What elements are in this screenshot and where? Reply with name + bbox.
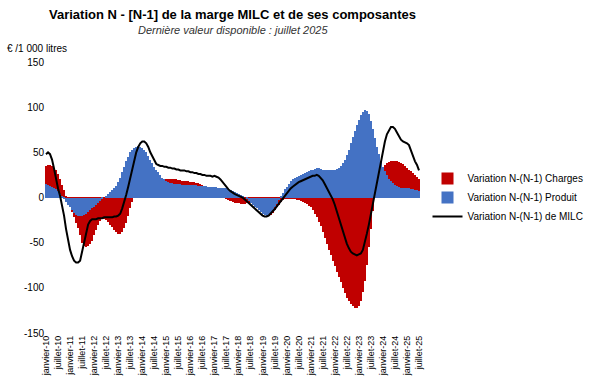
svg-text:Variation N - [N-1] de la marg: Variation N - [N-1] de la marge MILC et …	[49, 7, 416, 22]
svg-text:100: 100	[27, 102, 44, 113]
svg-text:juillet-11: juillet-11	[77, 336, 87, 370]
svg-text:juillet-13: juillet-13	[125, 336, 135, 371]
svg-text:janvier-21: janvier-21	[306, 336, 316, 377]
svg-text:janvier-20: janvier-20	[282, 336, 292, 377]
svg-text:janvier-16: janvier-16	[185, 336, 195, 377]
svg-text:janvier-24: janvier-24	[378, 336, 388, 377]
svg-text:juillet-24: juillet-24	[390, 336, 400, 371]
svg-text:juillet-17: juillet-17	[221, 336, 231, 371]
svg-text:juillet-12: juillet-12	[101, 336, 111, 371]
svg-text:janvier-15: janvier-15	[161, 336, 171, 377]
svg-text:janvier-19: janvier-19	[258, 336, 268, 377]
svg-text:juillet-20: juillet-20	[294, 336, 304, 371]
svg-text:0: 0	[38, 192, 44, 203]
svg-text:juillet-10: juillet-10	[53, 336, 63, 371]
svg-text:juillet-19: juillet-19	[270, 336, 280, 371]
svg-text:janvier-23: janvier-23	[354, 336, 364, 377]
svg-text:janvier-14: janvier-14	[137, 336, 147, 377]
svg-text:juillet-18: juillet-18	[245, 336, 255, 371]
svg-text:janvier-13: janvier-13	[113, 336, 123, 377]
svg-text:Variation N-(N-1) Charges: Variation N-(N-1) Charges	[468, 173, 583, 184]
svg-text:juillet-23: juillet-23	[366, 336, 376, 371]
svg-text:-100: -100	[24, 282, 44, 293]
svg-text:janvier-11: janvier-11	[65, 336, 75, 376]
svg-text:juillet-25: juillet-25	[414, 336, 424, 371]
svg-text:juillet-15: juillet-15	[173, 336, 183, 371]
svg-text:150: 150	[27, 57, 44, 68]
svg-text:janvier-12: janvier-12	[89, 336, 99, 377]
svg-text:-50: -50	[30, 237, 45, 248]
svg-text:Dernière valeur disponible : j: Dernière valeur disponible : juillet 202…	[138, 24, 328, 36]
svg-text:janvier-25: janvier-25	[402, 336, 412, 377]
svg-text:Variation N-(N-1) de MILC: Variation N-(N-1) de MILC	[468, 211, 583, 222]
svg-text:janvier-18: janvier-18	[233, 336, 243, 377]
svg-text:50: 50	[33, 147, 45, 158]
svg-text:juillet-22: juillet-22	[342, 336, 352, 371]
svg-text:juillet-14: juillet-14	[149, 336, 159, 371]
svg-text:juillet-16: juillet-16	[197, 336, 207, 371]
svg-text:janvier-22: janvier-22	[330, 336, 340, 377]
svg-text:janvier-10: janvier-10	[41, 336, 51, 377]
svg-text:€ /1 000 litres: € /1 000 litres	[7, 43, 67, 54]
svg-text:-150: -150	[24, 328, 44, 339]
svg-text:juillet-21: juillet-21	[318, 336, 328, 371]
svg-text:janvier-17: janvier-17	[209, 336, 219, 377]
svg-text:Variation N-(N-1) Produit: Variation N-(N-1) Produit	[468, 192, 578, 203]
